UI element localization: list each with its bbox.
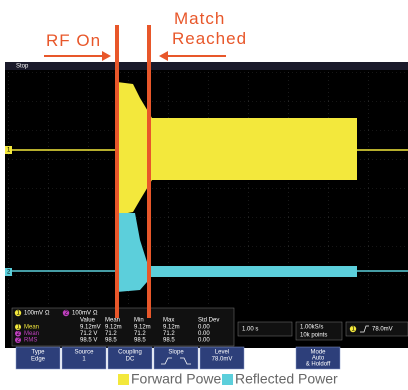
menu-label: Source [74,350,94,356]
channel-coupling: Ω [93,311,98,317]
measure-cell: 98.5 V [80,338,97,344]
trigger-channel: 1 [352,327,356,333]
rf-on-label: RF On [46,31,101,50]
measure-header: Max [163,318,174,324]
legend-label: Reflected Power [235,371,338,387]
menu-value: Edge [31,357,46,363]
arrows [44,51,226,61]
menu-label: Type [31,350,45,356]
menu-button[interactable] [295,346,341,370]
ch2-marker: 2 [7,270,11,276]
channel-id: 1 [17,311,21,317]
measure-header: Mean [105,318,120,324]
row-label: RMS [24,338,37,344]
menu-label: Level [215,350,229,356]
sample-rate: 1.00kS/s [300,325,323,331]
row-badge [15,337,21,343]
menu-label: Coupling [118,350,142,356]
menu-value: 78.0mV [212,357,233,363]
match-label: Reached [172,29,247,48]
measure-cell: 98.5 [105,338,117,344]
measure-cell: 71.2 [134,331,146,337]
row-channel: 2 [17,338,21,344]
slope-icon [161,357,191,365]
legend: Forward Power Reflected Power [118,371,338,387]
menu-button[interactable] [15,346,61,370]
trigger-level: 78.0mV [372,327,393,333]
row-channel: 2 [17,331,21,337]
menu-value: 1 [82,357,86,363]
legend-swatch [222,374,233,385]
channel-id: 2 [65,311,69,317]
match-label: Match [174,9,225,28]
measure-cell: 71.2 V [80,331,97,337]
channel-badge [62,309,70,317]
menu-value: & Holdoff [306,362,331,368]
row-label: Mean [24,325,39,331]
measure-cell: 0.00 [198,331,210,337]
row-channel: 1 [17,325,21,331]
menu-label: Mode [310,350,326,356]
timebase: 1.00 s [242,327,258,333]
channel-scale: 100mV [72,311,91,317]
measure-cell: 9.12m [134,325,151,331]
forward-trace [12,82,408,215]
channel-coupling: Ω [45,311,50,317]
reflected-trace [12,213,408,292]
menu-button[interactable] [107,346,153,370]
menu-label: Slope [168,350,184,356]
channel-badge [14,309,22,317]
row-badge [15,330,21,337]
measure-cell: 98.5 [163,338,175,344]
measure-cell: 9.12mV [80,325,101,331]
measure-cell: 0.00 [198,338,210,344]
measure-header: Std Dev [198,318,219,324]
channel-scale: 100mV [24,311,43,317]
row-badge [15,324,21,330]
menu-button[interactable] [61,346,107,370]
legend-swatch [118,374,129,385]
row-label: Mean [24,331,39,337]
measure-header: Value [80,318,96,324]
menu-value: Auto [312,356,325,362]
menu-button[interactable] [199,346,245,370]
status: Stop [16,64,29,70]
measure-header: Min [134,318,144,324]
measure-cell: 71.2 [163,331,175,337]
ch1-marker: 1 [7,148,11,154]
record-length: 10k points [300,333,327,339]
measure-cell: 9.12m [105,325,122,331]
measure-cell: 0.00 [198,325,210,331]
measure-cell: 9.12m [163,325,180,331]
legend-label: Forward Power [131,371,226,387]
menu-value: DC [126,357,135,363]
measure-cell: 71.2 [105,331,117,337]
measure-cell: 98.5 [134,338,146,344]
